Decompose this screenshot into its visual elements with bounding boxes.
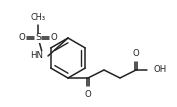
Text: O: O xyxy=(51,33,57,42)
Text: S: S xyxy=(35,33,41,42)
Text: O: O xyxy=(133,49,139,58)
Text: O: O xyxy=(19,33,25,42)
Text: HN: HN xyxy=(30,51,43,59)
Text: O: O xyxy=(85,90,91,99)
Text: CH₃: CH₃ xyxy=(30,13,45,22)
Text: OH: OH xyxy=(153,65,166,74)
